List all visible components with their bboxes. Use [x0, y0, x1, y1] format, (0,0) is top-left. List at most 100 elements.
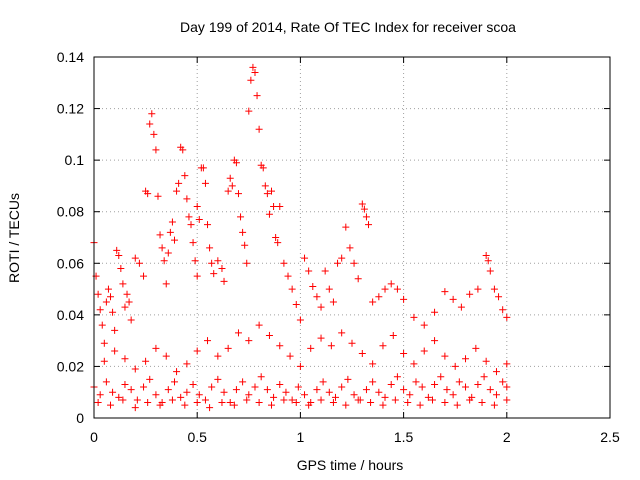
data-point [218, 399, 226, 407]
data-point [191, 257, 199, 265]
data-point [474, 380, 482, 388]
data-point [499, 306, 507, 314]
data-point [168, 218, 176, 226]
data-point [148, 110, 156, 118]
data-point [173, 187, 181, 195]
data-point [362, 213, 370, 221]
data-point [381, 285, 389, 293]
data-point [224, 187, 232, 195]
data-point [362, 386, 370, 394]
data-point [111, 326, 119, 334]
data-point [437, 373, 445, 381]
y-tick-label: 0.12 [57, 101, 84, 117]
data-point [431, 337, 439, 345]
data-point [270, 393, 278, 401]
data-point [478, 399, 486, 407]
data-point [317, 396, 325, 404]
data-point [451, 362, 459, 370]
data-point [263, 190, 271, 198]
data-point [127, 316, 135, 324]
data-point [331, 393, 339, 401]
data-point [119, 280, 127, 288]
data-point [263, 386, 271, 394]
data-point [410, 360, 418, 368]
data-point [144, 190, 152, 198]
data-point [344, 375, 352, 383]
data-point [305, 267, 313, 275]
data-point [166, 228, 174, 236]
data-point [234, 190, 242, 198]
data-point [393, 373, 401, 381]
data-point [187, 221, 195, 229]
data-point [201, 396, 209, 404]
data-point [253, 92, 261, 100]
data-point [369, 360, 377, 368]
data-point [466, 396, 474, 404]
data-point [208, 383, 216, 391]
data-point [189, 239, 197, 247]
data-point [358, 200, 366, 208]
data-point [443, 386, 451, 394]
data-point [472, 344, 480, 352]
data-point [474, 285, 482, 293]
data-point [482, 357, 490, 365]
data-point [387, 380, 395, 388]
data-point [96, 306, 104, 314]
data-point [204, 337, 212, 345]
data-point [133, 396, 141, 404]
data-point [406, 391, 414, 399]
tick-labels-layer: 0 0.5 1 1.5 2 2.5 0 0.02 0.04 0.06 0.08 0.1 0.12 0.14 [57, 49, 620, 445]
data-point [350, 259, 358, 267]
y-axis-label: ROTI / TECUs [6, 193, 22, 283]
data-point [431, 308, 439, 316]
x-tick-label: 1 [297, 429, 305, 445]
data-point [307, 344, 315, 352]
data-point [208, 259, 216, 267]
data-point [257, 373, 265, 381]
data-point [152, 146, 160, 154]
data-point [94, 399, 102, 407]
data-point [338, 254, 346, 262]
data-point [420, 321, 428, 329]
data-point [317, 334, 325, 342]
data-point [228, 182, 236, 190]
data-point [150, 130, 158, 138]
data-point [239, 228, 247, 236]
data-point [379, 401, 387, 409]
data-point [237, 213, 245, 221]
data-point [193, 203, 201, 211]
data-point [503, 396, 511, 404]
data-point [140, 383, 148, 391]
data-point [131, 254, 139, 262]
data-point [424, 393, 432, 401]
data-point [329, 399, 337, 407]
data-point [195, 215, 203, 223]
data-point [375, 388, 383, 396]
data-point [107, 293, 115, 301]
data-point [499, 378, 507, 386]
data-point [251, 68, 259, 76]
data-point [410, 313, 418, 321]
data-point [276, 203, 284, 211]
data-point [104, 285, 112, 293]
data-point [199, 164, 207, 172]
data-point [265, 210, 273, 218]
data-point [313, 386, 321, 394]
data-point [462, 355, 470, 363]
data-point [270, 203, 278, 211]
data-point [119, 396, 127, 404]
y-tick-label: 0.14 [57, 49, 84, 65]
data-point [96, 391, 104, 399]
data-point [305, 401, 313, 409]
y-tick-label: 0.08 [57, 204, 84, 220]
data-point [280, 259, 288, 267]
data-point [428, 396, 436, 404]
data-point [400, 295, 408, 303]
data-point [334, 259, 342, 267]
x-tick-label: 2 [503, 429, 511, 445]
y-tick-label: 0.02 [57, 358, 84, 374]
data-point [486, 267, 494, 275]
data-point [365, 221, 373, 229]
data-point [125, 298, 133, 306]
